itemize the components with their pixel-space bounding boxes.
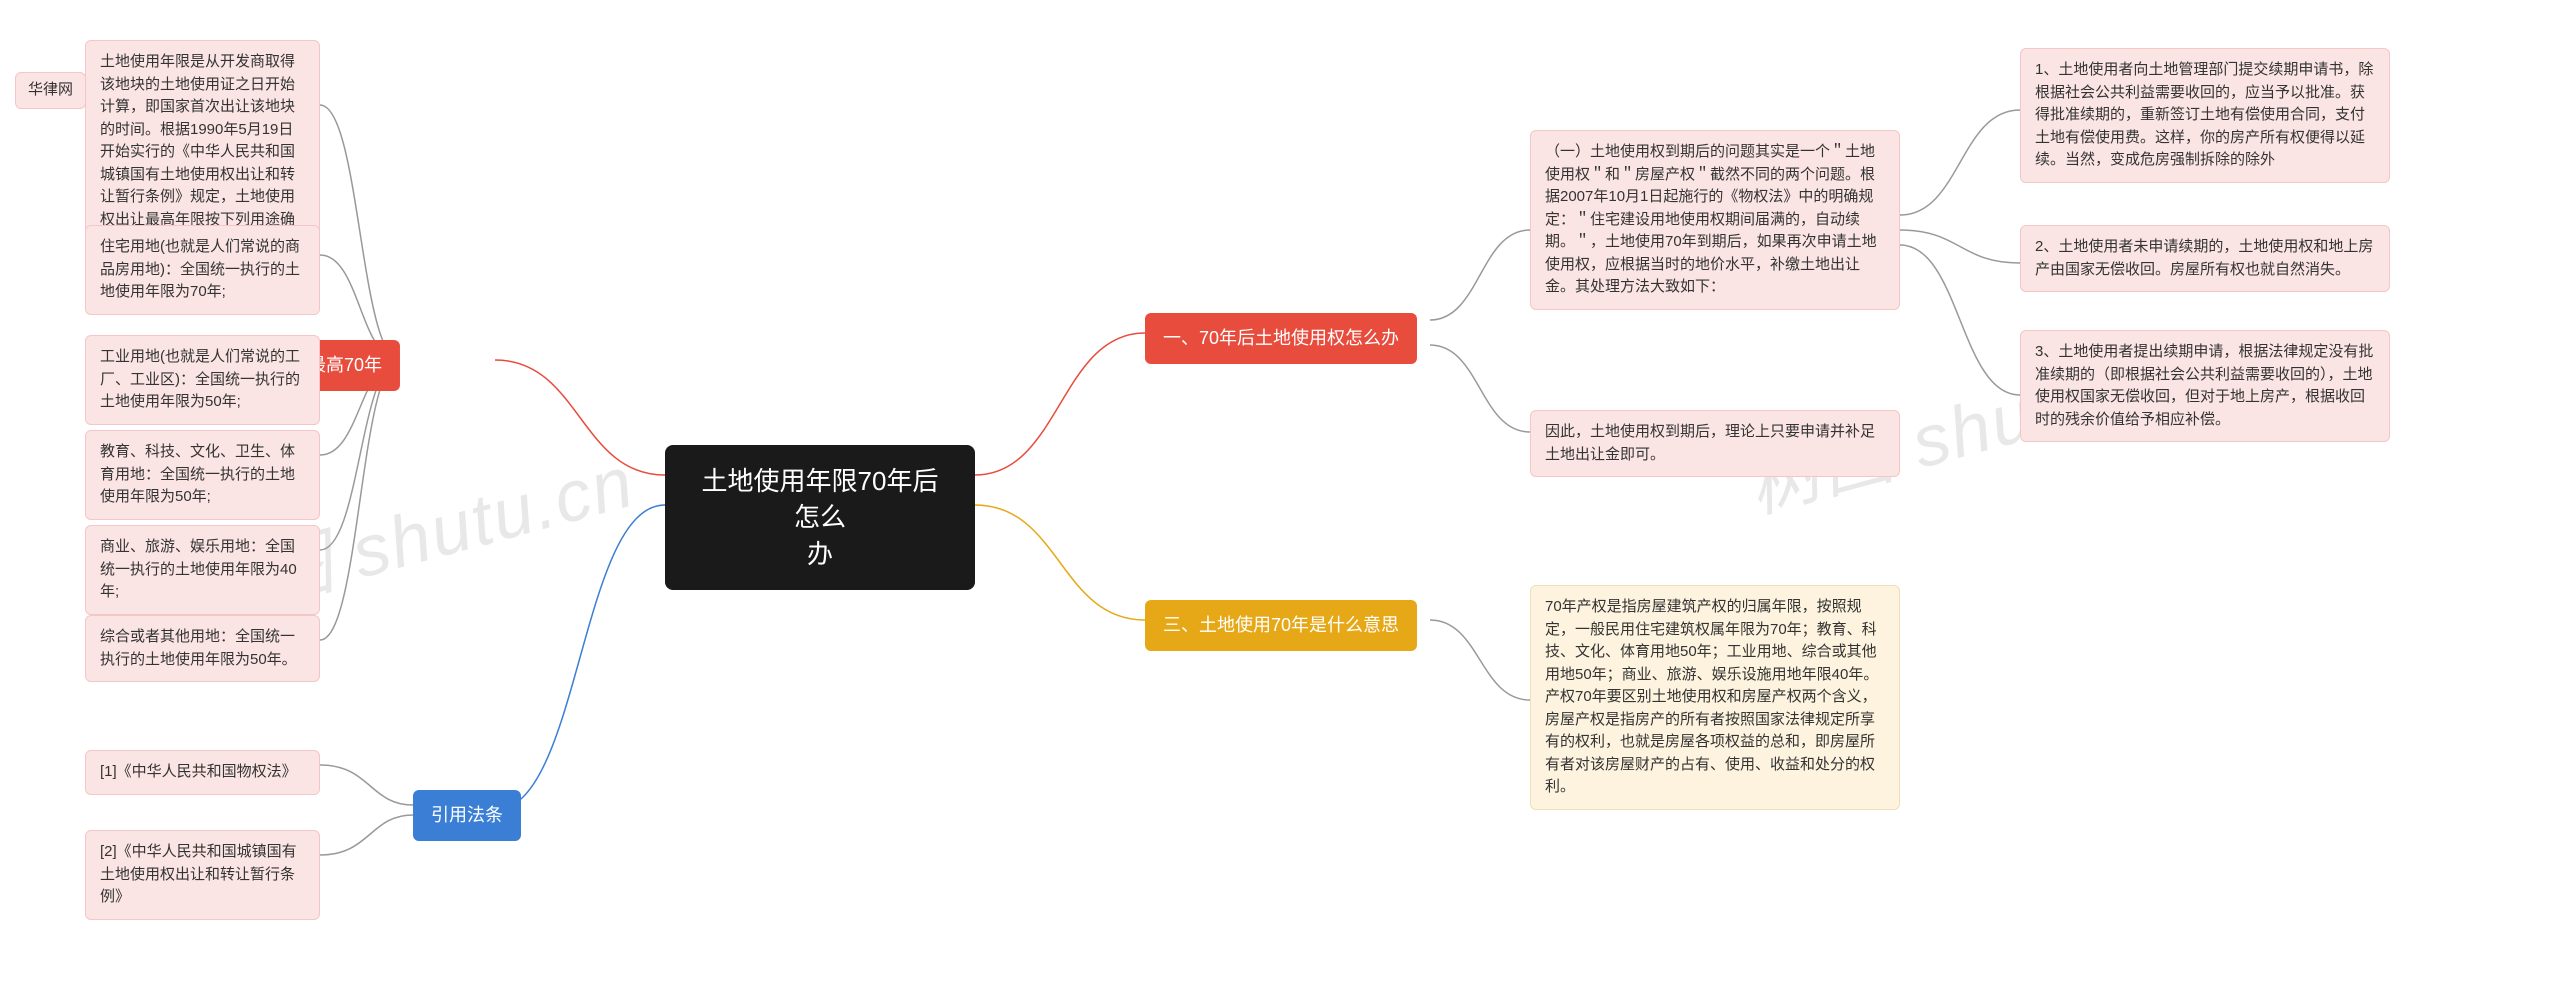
branch-2-child-1: 住宅用地(也就是人们常说的商品房用地)：全国统一执行的土地使用年限为70年; [85,225,320,315]
branch-1: 一、70年后土地使用权怎么办 [1145,313,1417,364]
center-node: 土地使用年限70年后怎么 办 [665,445,975,590]
branch-1-title: 一、70年后土地使用权怎么办 [1163,328,1399,348]
branch-2-child-2: 工业用地(也就是人们常说的工厂、工业区)：全国统一执行的土地使用年限为50年; [85,335,320,425]
branch-4-child-0: [1]《中华人民共和国物权法》 [85,750,320,795]
tag-hualv: 华律网 [15,72,86,109]
branch-1-grandchild-2: 3、土地使用者提出续期申请，根据法律规定没有批准续期的（即根据社会公共利益需要收… [2020,330,2390,442]
branch-3: 三、土地使用70年是什么意思 [1145,600,1417,651]
center-title: 土地使用年限70年后怎么 办 [702,466,939,569]
branch-2-child-5: 综合或者其他用地：全国统一执行的土地使用年限为50年。 [85,615,320,682]
branch-4: 引用法条 [413,790,521,841]
branch-2-child-3: 教育、科技、文化、卫生、体育用地：全国统一执行的土地使用年限为50年; [85,430,320,520]
branch-3-title: 三、土地使用70年是什么意思 [1163,615,1399,635]
branch-3-text: 70年产权是指房屋建筑产权的归属年限，按照规定，一般民用住宅建筑权属年限为70年… [1530,585,1900,810]
branch-1-child-0: （一）土地使用权到期后的问题其实是一个＂土地使用权＂和＂房屋产权＂截然不同的两个… [1530,130,1900,310]
branch-2-child-4: 商业、旅游、娱乐用地：全国统一执行的土地使用年限为40年; [85,525,320,615]
branch-1-grandchild-1: 2、土地使用者未申请续期的，土地使用权和地上房产由国家无偿收回。房屋所有权也就自… [2020,225,2390,292]
branch-1-child-1: 因此，土地使用权到期后，理论上只要申请并补足土地出让金即可。 [1530,410,1900,477]
branch-4-child-1: [2]《中华人民共和国城镇国有土地使用权出让和转让暂行条例》 [85,830,320,920]
branch-4-title: 引用法条 [431,805,503,825]
branch-1-grandchild-0: 1、土地使用者向土地管理部门提交续期申请书，除根据社会公共利益需要收回的，应当予… [2020,48,2390,183]
